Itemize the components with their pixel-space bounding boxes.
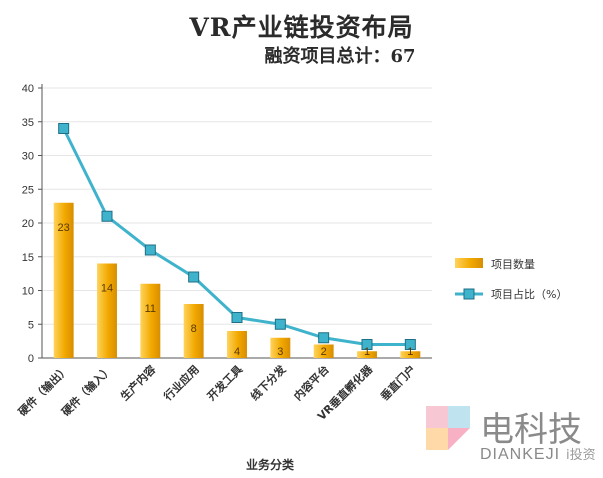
bar-data-label: 1 [407,346,413,358]
x-tick-label: 内容平台 [291,362,332,403]
bar [400,351,421,358]
x-tick-label: 生产内容 [117,362,158,403]
line-point [318,332,330,344]
bar-data-label: 8 [191,323,197,335]
logo-tag-text: i投资 [566,448,596,463]
bar-data-label: 23 [58,222,70,234]
line-point [361,339,373,350]
x-tick-label: 垂直门户 [377,362,418,403]
grid-lines [42,87,432,325]
line-point [188,271,200,283]
x-tick-label: 线下分发 [247,362,289,404]
bar-data-label: 1 [364,346,370,358]
line-point [231,312,243,323]
bar [97,263,117,358]
bar [183,304,204,358]
legend-bar-label: 项目数量 [491,258,535,271]
y-tick-label: 25 [22,184,34,196]
bar-data-label: 2 [321,346,327,358]
bar-data-label: 3 [277,346,283,358]
x-tick-label: 开发工具 [204,362,245,403]
y-tick-label: 40 [22,83,34,95]
bar [313,344,334,358]
watermark-logo: 电科技 DIANKEJI i投资 [418,400,600,474]
chart-title: VR产业链投资布局 [189,13,414,42]
bar [270,337,291,358]
y-tick-label: 10 [22,286,34,298]
chart-subtitle: 融资项目总计：67 [264,46,416,67]
bar-data-label: 4 [234,346,240,358]
line-point [274,318,286,330]
line-point [404,339,416,350]
bar [140,283,161,358]
legend-bar-swatch [455,258,483,268]
bar-data-label: 11 [145,303,156,315]
y-tick-label: 20 [22,218,34,230]
line-point [101,210,113,222]
y-tick-label: 35 [22,117,34,129]
legend-line-label: 项目占比（%） [491,287,567,301]
bar-data-label: 14 [101,283,113,295]
bar [227,331,247,358]
bar [357,351,377,358]
y-tick-label: 0 [28,353,34,365]
x-tick-label: 行业应用 [160,362,202,404]
logo-icon [426,406,470,450]
legend-line-marker [463,288,475,300]
logo-cn-text: 电科技 [480,410,582,450]
line-point [58,123,70,134]
y-tick-label: 30 [22,151,34,163]
line-series [58,123,416,350]
y-tick-label: 15 [22,252,34,264]
line-point [144,244,156,256]
logo-en-text: DIANKEJI [480,446,561,463]
bar [53,202,74,358]
bars [53,202,421,358]
x-axis-label: 业务分类 [245,458,294,472]
y-tick-label: 5 [28,319,34,331]
